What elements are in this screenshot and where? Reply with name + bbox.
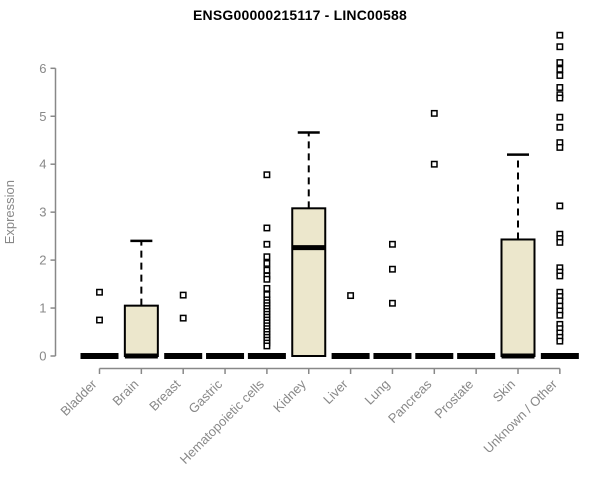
x-category-label-kidney: Kidney: [270, 376, 309, 415]
x-category-label-breast: Breast: [146, 376, 183, 413]
outlier-point-unknown-other: [556, 272, 564, 280]
chart-title: ENSG00000215117 - LINC00588: [193, 7, 407, 23]
outlier-point-liver: [347, 292, 355, 300]
x-category-label-skin: Skin: [490, 377, 518, 405]
y-tick-label: 4: [39, 157, 46, 172]
outlier-point-unknown-other: [556, 311, 564, 319]
collapsed-box-liver: [331, 353, 370, 359]
y-tick-label: 2: [39, 253, 46, 268]
outlier-point-unknown-other: [556, 238, 564, 246]
collapsed-box-prostate: [457, 353, 496, 359]
outlier-point-unknown-other: [556, 59, 564, 66]
x-category-label-lung: Lung: [362, 377, 393, 408]
outlier-point-hematopoietic-cells: [263, 342, 271, 350]
box-skin: [500, 238, 536, 358]
x-category-label-bladder: Bladder: [57, 376, 100, 419]
outlier-point-unknown-other: [556, 143, 564, 151]
outlier-point-pancreas: [430, 109, 438, 117]
outlier-point-unknown-other: [556, 113, 564, 121]
collapsed-box-lung: [373, 353, 412, 359]
y-axis-title: Expression: [2, 180, 17, 244]
box-brain: [123, 304, 159, 357]
outlier-point-hematopoietic-cells: [263, 224, 271, 232]
outlier-point-breast: [179, 291, 187, 299]
outlier-point-hematopoietic-cells: [263, 171, 271, 179]
outlier-point-unknown-other: [556, 31, 564, 39]
outlier-point-unknown-other: [556, 72, 564, 79]
outlier-point-bladder: [96, 288, 103, 296]
collapsed-box-breast: [164, 353, 203, 359]
outlier-point-lung: [389, 265, 396, 273]
collapsed-box-pancreas: [415, 353, 454, 359]
x-category-label-prostate: Prostate: [431, 377, 476, 422]
y-tick-label: 6: [39, 61, 46, 76]
collapsed-box-bladder: [80, 353, 119, 359]
outlier-point-unknown-other: [556, 202, 564, 210]
y-tick-label: 5: [39, 109, 46, 124]
y-tick-label: 3: [39, 205, 46, 220]
outlier-point-unknown-other: [556, 94, 564, 102]
collapsed-box-unknown-other: [540, 353, 579, 359]
outlier-point-unknown-other: [556, 43, 564, 51]
outlier-point-hematopoietic-cells: [263, 253, 271, 261]
outlier-point-hematopoietic-cells: [263, 275, 271, 283]
x-category-label-unknown-other: Unknown / Other: [480, 376, 560, 456]
outlier-point-hematopoietic-cells: [263, 240, 271, 248]
outlier-point-unknown-other: [556, 123, 564, 131]
outlier-point-unknown-other: [556, 84, 564, 91]
outlier-point-unknown-other: [556, 337, 564, 345]
median-line-brain: [124, 353, 158, 359]
median-line-skin: [501, 353, 535, 359]
median-line-kidney: [292, 245, 326, 251]
outlier-point-bladder: [96, 316, 103, 324]
x-category-label-brain: Brain: [109, 377, 141, 409]
x-category-label-liver: Liver: [320, 376, 351, 407]
outlier-point-lung: [389, 240, 396, 248]
outlier-point-hematopoietic-cells: [263, 284, 271, 292]
x-category-label-gastric: Gastric: [185, 376, 225, 416]
collapsed-box-gastric: [206, 353, 245, 359]
outlier-point-unknown-other: [556, 65, 564, 73]
box-kidney: [291, 207, 327, 357]
outlier-point-lung: [389, 299, 396, 307]
outlier-point-breast: [179, 314, 187, 322]
y-tick-label: 0: [39, 349, 46, 364]
outlier-point-hematopoietic-cells: [263, 266, 271, 274]
outlier-point-hematopoietic-cells: [263, 260, 271, 267]
outlier-point-pancreas: [430, 160, 438, 168]
collapsed-box-hematopoietic-cells: [247, 353, 286, 359]
x-category-label-pancreas: Pancreas: [385, 376, 435, 426]
y-tick-label: 1: [39, 301, 46, 316]
